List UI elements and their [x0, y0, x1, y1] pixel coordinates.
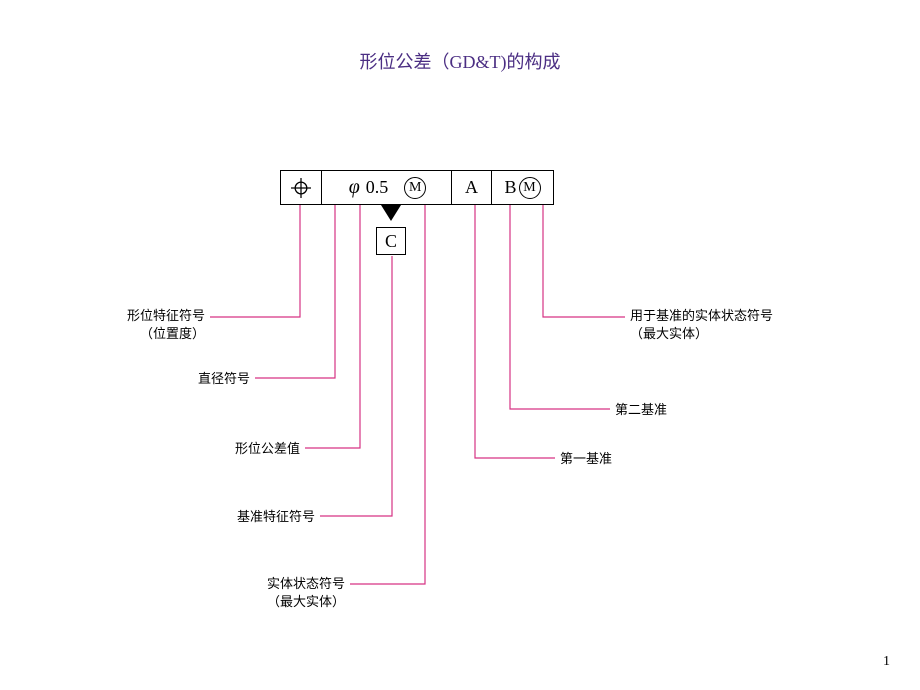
position-icon	[291, 178, 311, 198]
datum-triangle-icon	[381, 205, 401, 221]
label-diameter-symbol: 直径符号	[198, 370, 250, 388]
page-title: 形位公差（GD&T)的构成	[0, 48, 920, 74]
geometric-symbol-cell	[280, 170, 322, 205]
feature-control-frame: φ 0.5 M A B M	[280, 170, 554, 205]
label-primary-datum: 第一基准	[560, 450, 612, 468]
label-geometric-symbol: 形位特征符号 （位置度）	[127, 307, 205, 343]
label-material-condition: 实体状态符号 （最大实体）	[267, 575, 345, 611]
tolerance-value: 0.5	[366, 177, 389, 198]
datum-c-symbol: C	[371, 205, 411, 255]
datum-b-cell: B M	[492, 170, 554, 205]
datum-b-modifier: M	[519, 177, 541, 199]
datum-a-cell: A	[452, 170, 492, 205]
label-tolerance-value: 形位公差值	[235, 440, 300, 458]
leader-lines	[0, 0, 920, 690]
label-secondary-datum: 第二基准	[615, 401, 667, 419]
page-number: 1	[883, 654, 890, 670]
datum-c-box: C	[376, 227, 406, 255]
datum-b-letter: B	[504, 177, 516, 198]
diameter-icon: φ	[349, 176, 360, 199]
tolerance-cell: φ 0.5 M	[322, 170, 452, 205]
label-datum-modifier: 用于基准的实体状态符号 （最大实体）	[630, 307, 773, 343]
material-modifier: M	[404, 177, 426, 199]
label-datum-feature-symbol: 基准特征符号	[237, 508, 315, 526]
